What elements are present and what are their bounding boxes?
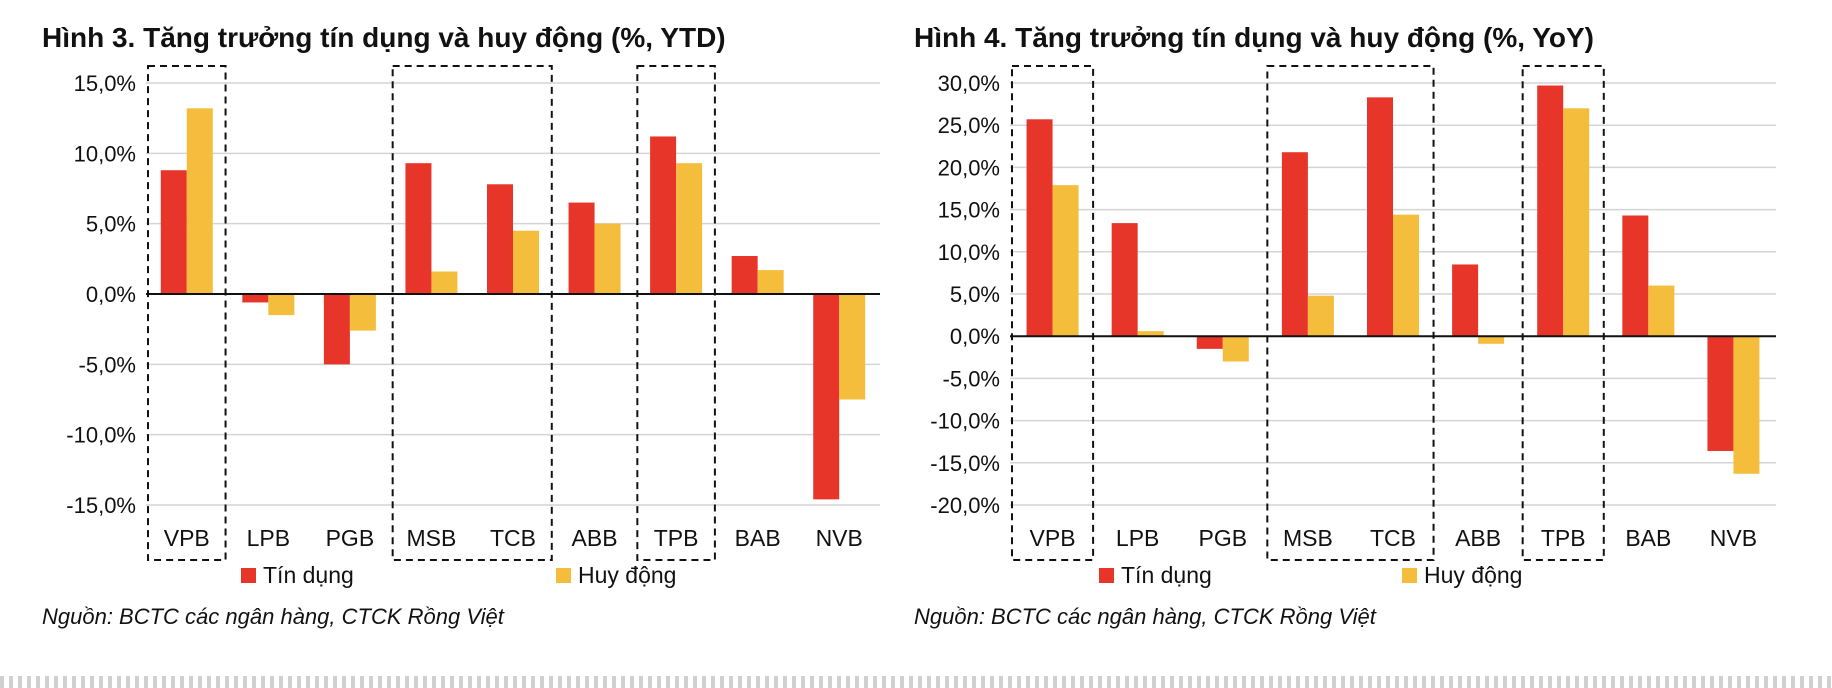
y-tick-label: 25,0% [938,113,1000,138]
y-tick-label: 10,0% [938,240,1000,265]
y-tick-label: -10,0% [66,423,136,448]
x-tick-label: TPB [1541,525,1586,551]
bar-Tín dụng-MSB [1281,152,1308,337]
highlight-box [391,65,553,561]
x-tick-label: BAB [1625,525,1671,551]
highlight-box [1011,65,1095,561]
bar-Tín dụng-NVB [1707,336,1734,451]
bar-Huy động-VPB [186,108,213,294]
bar-Huy động-ABB [594,223,621,294]
source-note: Nguồn: BCTC các ngân hàng, CTCK Rồng Việ… [42,604,504,629]
y-tick-label: -5,0% [79,352,136,377]
y-tick-label: 10,0% [74,141,136,166]
y-tick-label: 0,0% [86,282,136,307]
x-tick-label: LPB [247,525,290,551]
y-tick-label: -5,0% [943,366,1000,391]
highlight-box [1266,65,1435,561]
legend-swatch [241,568,256,583]
legend-label: Tín dụng [1121,562,1212,588]
x-tick-label: BAB [735,525,781,551]
bar-Huy động-TCB [513,230,539,294]
y-tick-label: -15,0% [930,451,1000,476]
y-tick-label: -15,0% [66,493,136,518]
bar-Tín dụng-MSB [405,163,432,294]
highlight-box [1521,65,1605,561]
bar-Tín dụng-TPB [1537,85,1564,337]
bar-Huy động-PGB [1222,336,1249,362]
x-tick-label: TCB [490,525,536,551]
bar-Huy động-NVB [839,294,866,400]
x-tick-label: ABB [1455,525,1501,551]
y-tick-label: -10,0% [930,409,1000,434]
y-tick-label: 15,0% [74,71,136,96]
bar-Huy động-VPB [1052,185,1079,337]
bar-Huy động-TCB [1393,214,1419,337]
legend-label: Tín dụng [263,562,354,588]
y-tick-label: -20,0% [930,493,1000,518]
highlight-box [147,65,227,561]
x-tick-label: NVB [816,525,863,551]
bar-Tín dụng-TCB [1367,97,1393,337]
bar-Huy động-ABB [1478,336,1505,344]
bar-Huy động-NVB [1733,336,1760,474]
bar-Tín dụng-ABB [1452,264,1479,337]
x-tick-label: NVB [1710,525,1757,551]
bar-Tín dụng-PGB [323,294,350,365]
highlight-box [636,65,716,561]
bar-Tín dụng-ABB [568,202,595,294]
legend-label: Huy động [578,562,676,588]
bar-Tín dụng-TCB [487,184,513,294]
bar-Huy động-LPB [1137,331,1164,337]
legend-swatch [1402,568,1417,583]
bar-Tín dụng-TPB [650,136,677,294]
bar-Tín dụng-BAB [731,256,758,294]
bar-Tín dụng-VPB [160,170,187,294]
bar-Tín dụng-LPB [1111,223,1138,337]
chart-3-plot: 15,0% 10,0% 5,0% 0,0% -5,0% -10,0% -15,0% VPB LP… [66,65,880,588]
y-tick-label: 5,0% [950,282,1000,307]
y-tick-label: 30,0% [938,71,1000,96]
x-tick-label: PGB [326,525,375,551]
bar-Tín dụng-VPB [1026,119,1053,337]
bar-Tín dụng-LPB [242,294,269,303]
bar-Huy động-MSB [431,271,458,294]
bar-Huy động-LPB [268,294,295,316]
y-tick-label: 5,0% [86,212,136,237]
x-tick-label: VPB [164,525,210,551]
legend-label: Huy động [1424,562,1522,588]
bar-Huy động-MSB [1307,295,1334,337]
chart-title: Hình 3. Tăng trưởng tín dụng và huy động… [42,22,726,53]
legend-swatch [1099,568,1114,583]
bar-Huy động-BAB [1648,285,1675,337]
x-tick-label: TPB [654,525,699,551]
x-tick-label: VPB [1030,525,1076,551]
y-tick-label: 20,0% [938,155,1000,180]
x-tick-label: PGB [1198,525,1247,551]
y-tick-label: 0,0% [950,324,1000,349]
x-tick-label: LPB [1116,525,1159,551]
x-tick-label: ABB [572,525,618,551]
bar-Tín dụng-BAB [1622,215,1649,337]
bar-Huy động-PGB [349,294,376,331]
legend-swatch [556,568,571,583]
clipped-text-strip [0,676,1832,688]
y-tick-label: 15,0% [938,198,1000,223]
bar-Huy động-TPB [1563,108,1590,337]
bar-Huy động-BAB [757,270,784,294]
x-tick-label: TCB [1370,525,1416,551]
bar-Tín dụng-NVB [813,294,840,500]
bar-Tín dụng-PGB [1196,336,1223,349]
bar-Huy động-TPB [676,163,703,294]
x-tick-label: MSB [407,525,457,551]
source-note: Nguồn: BCTC các ngân hàng, CTCK Rồng Việ… [914,604,1376,629]
chart-title: Hình 4. Tăng trưởng tín dụng và huy động… [914,22,1594,53]
chart-4-plot: 30,0% 25,0% 20,0% 15,0% 10,0% 5,0% 0,0% -5,0% -1… [930,65,1776,588]
x-tick-label: MSB [1283,525,1333,551]
